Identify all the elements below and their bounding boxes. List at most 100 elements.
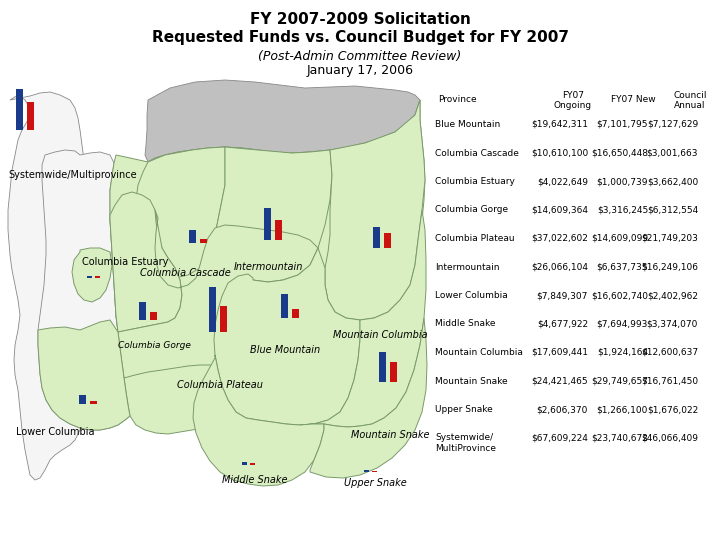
Bar <box>373 227 380 248</box>
Text: $2,402,962: $2,402,962 <box>647 291 698 300</box>
Bar <box>220 306 227 332</box>
Text: $17,609,441: $17,609,441 <box>531 348 588 357</box>
Bar <box>372 471 377 472</box>
Text: $16,602,740: $16,602,740 <box>591 291 648 300</box>
Bar <box>292 309 299 318</box>
Bar <box>264 208 271 240</box>
Bar <box>241 462 246 465</box>
Polygon shape <box>145 80 420 162</box>
Polygon shape <box>325 100 425 320</box>
Bar <box>390 362 397 382</box>
Bar <box>27 102 34 130</box>
Bar <box>379 352 386 382</box>
Text: $14,609,099: $14,609,099 <box>591 234 648 243</box>
Text: Blue Mountain: Blue Mountain <box>435 120 500 129</box>
Text: Mountain Snake: Mountain Snake <box>435 376 508 386</box>
Text: Intermountain: Intermountain <box>233 262 302 272</box>
Text: $46,066,409: $46,066,409 <box>641 434 698 442</box>
Text: Lower Columbia: Lower Columbia <box>16 427 94 437</box>
Polygon shape <box>193 355 324 486</box>
Text: Province: Province <box>438 95 477 104</box>
Text: Middle Snake: Middle Snake <box>435 320 495 328</box>
Text: Columbia Gorge: Columbia Gorge <box>118 341 191 349</box>
Bar <box>79 395 86 404</box>
Text: Mountain Snake: Mountain Snake <box>351 430 429 440</box>
Text: Upper Snake: Upper Snake <box>435 405 492 414</box>
Text: $1,266,100: $1,266,100 <box>597 405 648 414</box>
Bar <box>90 401 97 404</box>
Text: $16,249,106: $16,249,106 <box>641 262 698 272</box>
Text: Lower Columbia: Lower Columbia <box>435 291 508 300</box>
Bar <box>86 275 91 278</box>
Polygon shape <box>38 150 130 430</box>
Text: Columbia Cascade: Columbia Cascade <box>140 268 230 278</box>
Polygon shape <box>38 320 130 430</box>
Text: $19,642,311: $19,642,311 <box>531 120 588 129</box>
Text: Mountain Columbia: Mountain Columbia <box>435 348 523 357</box>
Text: $16,650,448: $16,650,448 <box>591 148 648 158</box>
Text: $3,662,400: $3,662,400 <box>647 177 698 186</box>
Bar <box>150 312 157 320</box>
Bar <box>139 302 146 320</box>
Text: $7,101,795: $7,101,795 <box>596 120 648 129</box>
Text: (Post-Admin Committee Review): (Post-Admin Committee Review) <box>258 50 462 63</box>
Text: FY 2007-2009 Solicitation: FY 2007-2009 Solicitation <box>250 12 470 27</box>
Text: $6,312,554: $6,312,554 <box>647 206 698 214</box>
Text: Columbia Estuary: Columbia Estuary <box>435 177 515 186</box>
Text: Intermountain: Intermountain <box>435 262 500 272</box>
Text: Upper Snake: Upper Snake <box>343 478 406 488</box>
Text: $4,022,649: $4,022,649 <box>537 177 588 186</box>
Polygon shape <box>110 100 425 434</box>
Text: $1,924,164: $1,924,164 <box>597 348 648 357</box>
Polygon shape <box>310 318 427 478</box>
Polygon shape <box>110 192 182 332</box>
Text: $3,316,245: $3,316,245 <box>597 206 648 214</box>
Bar <box>94 276 99 278</box>
Text: $1,676,022: $1,676,022 <box>647 405 698 414</box>
Polygon shape <box>215 147 332 282</box>
Text: $14,609,364: $14,609,364 <box>531 206 588 214</box>
Text: $37,022,602: $37,022,602 <box>531 234 588 243</box>
Bar <box>384 233 391 248</box>
Text: $7,849,307: $7,849,307 <box>536 291 588 300</box>
Bar <box>16 89 23 130</box>
Text: FY07 New: FY07 New <box>611 95 655 104</box>
Bar <box>200 239 207 243</box>
Text: $6,637,735: $6,637,735 <box>596 262 648 272</box>
Text: $29,749,657: $29,749,657 <box>591 376 648 386</box>
Text: $7,127,629: $7,127,629 <box>647 120 698 129</box>
Text: Columbia Estuary: Columbia Estuary <box>82 257 168 267</box>
Bar <box>281 294 288 318</box>
Polygon shape <box>135 147 225 278</box>
Text: $26,066,104: $26,066,104 <box>531 262 588 272</box>
Polygon shape <box>8 92 112 480</box>
Text: Columbia Gorge: Columbia Gorge <box>435 206 508 214</box>
Text: Council
Annual: Council Annual <box>673 91 707 110</box>
Text: Columbia Cascade: Columbia Cascade <box>435 148 519 158</box>
Text: Columbia Plateau: Columbia Plateau <box>177 380 263 390</box>
Bar <box>250 463 254 465</box>
Text: $7,694,993: $7,694,993 <box>597 320 648 328</box>
Text: $21,749,203: $21,749,203 <box>641 234 698 243</box>
Polygon shape <box>72 248 112 302</box>
Text: Blue Mountain: Blue Mountain <box>250 345 320 355</box>
Text: Systemwide/
MultiProvince: Systemwide/ MultiProvince <box>435 434 496 453</box>
Text: Requested Funds vs. Council Budget for FY 2007: Requested Funds vs. Council Budget for F… <box>151 30 569 45</box>
Text: $16,761,450: $16,761,450 <box>641 376 698 386</box>
Polygon shape <box>214 248 360 425</box>
Bar <box>364 470 369 472</box>
Text: $3,374,070: $3,374,070 <box>647 320 698 328</box>
Text: $2,606,370: $2,606,370 <box>536 405 588 414</box>
Bar <box>189 230 196 243</box>
Text: Systemwide/Multiprovince: Systemwide/Multiprovince <box>8 170 137 180</box>
Polygon shape <box>300 210 426 427</box>
Text: $1,000,739: $1,000,739 <box>596 177 648 186</box>
Bar <box>275 220 282 240</box>
Text: $12,600,637: $12,600,637 <box>641 348 698 357</box>
Text: $24,421,465: $24,421,465 <box>531 376 588 386</box>
Polygon shape <box>118 210 318 378</box>
Text: Mountain Columbia: Mountain Columbia <box>333 330 427 340</box>
Bar <box>209 287 216 332</box>
Text: $4,677,922: $4,677,922 <box>537 320 588 328</box>
Text: Middle Snake: Middle Snake <box>222 475 288 485</box>
